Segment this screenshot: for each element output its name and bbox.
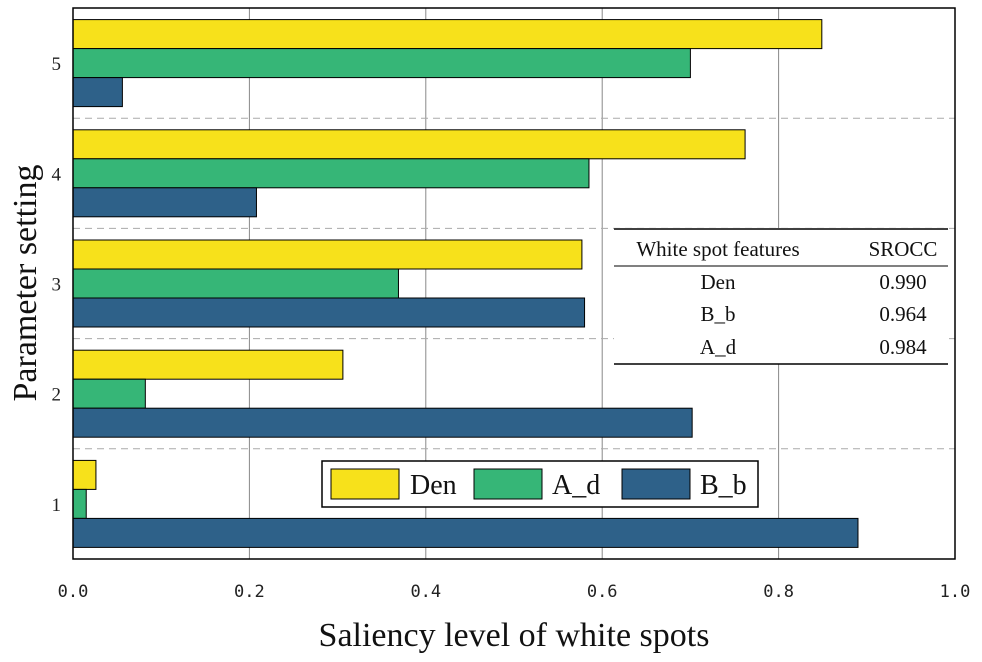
y-tick-label: 5 xyxy=(52,54,62,75)
table-cell-srocc: 0.990 xyxy=(879,270,926,294)
bar-den-setting-3 xyxy=(72,239,583,270)
bar-b-b-setting-2 xyxy=(72,407,693,438)
bar-a-d-setting-1 xyxy=(72,488,87,519)
bar-a-d-setting-4 xyxy=(72,158,590,189)
bar-b-b-setting-5 xyxy=(72,77,123,108)
bar-a-d-setting-5 xyxy=(72,48,691,79)
table-header-srocc: SROCC xyxy=(869,237,938,261)
bar-b-b-setting-1 xyxy=(72,517,859,548)
inset-table-bg xyxy=(614,228,948,364)
bar-a-d-setting-2 xyxy=(72,378,146,409)
bar-b-b-setting-4 xyxy=(72,187,257,218)
legend-swatch-a-d xyxy=(473,468,543,500)
x-tick-label: 0.2 xyxy=(234,582,265,602)
bars-layer xyxy=(72,19,859,548)
y-tick-label: 4 xyxy=(52,164,62,185)
y-tick-label: 1 xyxy=(52,495,62,516)
bar-a-d-setting-3 xyxy=(72,268,399,299)
legend-label-b-b: B_b xyxy=(700,470,747,501)
legend-swatch-den xyxy=(330,468,400,500)
x-tick-label: 0.4 xyxy=(410,582,441,602)
legend-swatch-b-b xyxy=(621,468,691,500)
bar-b-b-setting-3 xyxy=(72,297,586,328)
bar-den-setting-5 xyxy=(72,19,823,50)
bar-den-setting-1 xyxy=(72,459,97,490)
x-tick-label: 0.6 xyxy=(587,582,618,602)
table-header-feature: White spot features xyxy=(636,237,799,261)
table-cell-feature: Den xyxy=(701,270,736,294)
x-axis-title: Saliency level of white spots xyxy=(319,617,710,654)
legend-label-den: Den xyxy=(410,470,457,501)
x-tick-label: 0.0 xyxy=(58,582,89,602)
x-tick-label: 1.0 xyxy=(940,582,971,602)
legend-label-a-d: A_d xyxy=(552,470,600,501)
x-tick-label: 0.8 xyxy=(763,582,794,602)
bar-den-setting-2 xyxy=(72,349,344,380)
y-tick-label: 2 xyxy=(52,385,62,406)
plot-frame xyxy=(72,7,956,560)
table-cell-srocc: 0.964 xyxy=(879,302,927,326)
legend: Den A_d B_b xyxy=(321,460,759,508)
table-cell-srocc: 0.984 xyxy=(879,335,927,359)
table-cell-feature: B_b xyxy=(700,302,735,326)
ticks-layer: 0.0 0.2 0.4 0.6 0.8 1.0 1 2 3 4 5 xyxy=(52,54,971,602)
y-axis-title: Parameter setting xyxy=(7,165,44,402)
bar-den-setting-4 xyxy=(72,129,746,160)
inset-table: White spot features SROCC Den 0.990 B_b … xyxy=(614,228,948,365)
table-cell-feature: A_d xyxy=(700,335,737,359)
y-tick-label: 3 xyxy=(52,275,62,296)
